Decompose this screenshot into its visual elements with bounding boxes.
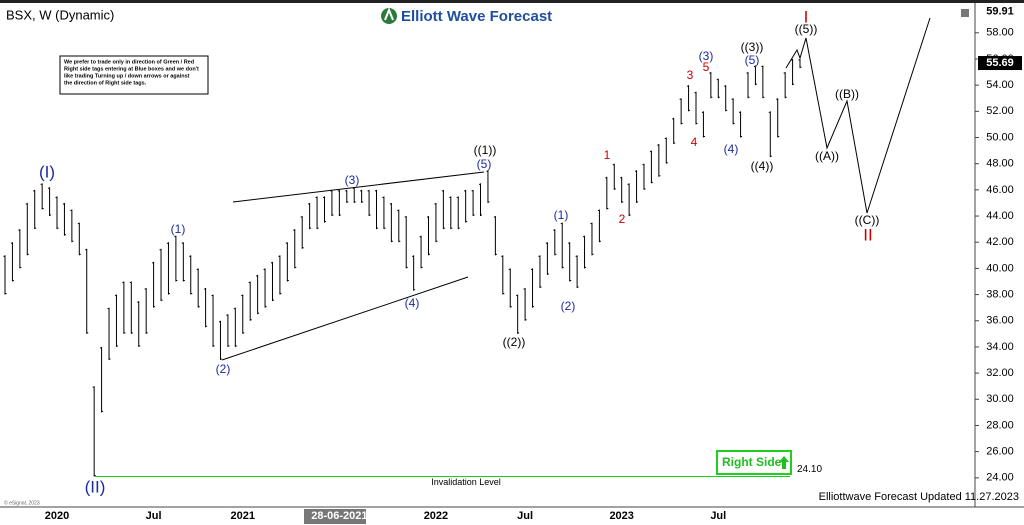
x-tick-label: Jul [517,510,533,522]
crosshair-date-box [304,509,366,524]
wave-label: (1) [171,222,186,236]
note-line: Right side tags entering at Blue boxes a… [64,66,199,72]
right-side-label: Right Side [722,455,782,469]
y-tick-label: 58.00 [986,27,1014,39]
wave-label: (4) [724,142,739,156]
wave-label: ((B)) [835,87,859,101]
y-tick-label: 26.00 [986,446,1014,458]
wave-label: 5 [703,60,710,74]
y-tick-label: 36.00 [986,315,1014,327]
wave-label: ((3)) [741,40,764,54]
right-side-box [716,450,792,475]
x-tick-label: 2021 [231,510,255,522]
y-tick-label: 48.00 [986,158,1014,170]
wave-label: (2) [216,362,231,376]
y-tick-label: 54.00 [986,79,1014,91]
logo-text: Elliott Wave Forecast [401,8,552,25]
y-tick-label: 42.00 [986,236,1014,248]
y-tick-label: 46.00 [986,184,1014,196]
wave-label: (3) [699,49,714,63]
logo-icon-mark [384,7,394,21]
y-tick-label: 24.00 [986,472,1014,484]
wave-label: 1 [604,148,611,162]
wave-label: (4) [405,296,420,310]
y-tick-label: 40.00 [986,262,1014,274]
y-tick-label: 38.00 [986,288,1014,300]
wave-label: ((5)) [795,22,818,36]
x-tick-label: 2023 [609,510,633,522]
y-tick-label: 30.00 [986,393,1014,405]
wave-label: ((4)) [751,159,774,173]
wave-label: (5) [477,157,492,171]
y-tick-label: 52.00 [986,105,1014,117]
up-arrow [779,456,789,469]
last-price-label: 55.69 [986,57,1014,69]
note-line: the direction of Right side tags. [64,80,147,86]
wave-label: 3 [687,68,694,82]
y-tick-label: 34.00 [986,341,1014,353]
wave-label: (3) [345,173,360,187]
trend-line [221,276,469,361]
y-tick-label: 44.00 [986,210,1014,222]
update-note: Elliottwave Forecast Updated 11.27.2023 [819,491,1019,503]
wave-label: I [804,7,809,26]
wave-label: ((1)) [474,143,497,157]
x-tick-label: 2022 [424,510,448,522]
y-tick-label: 32.00 [986,367,1014,379]
x-tick-label: Jul [146,510,162,522]
last-price-box [978,56,1022,71]
chart-title: BSX, W (Dynamic) [6,7,114,22]
y-max-label: 59.91 [986,6,1014,18]
wave-label: ((A)) [815,149,839,163]
invalidation-value: 24.10 [797,464,822,475]
logo: Elliott Wave Forecast [381,7,552,25]
wave-label: (2) [561,299,576,313]
wave-label: 4 [691,135,698,149]
y-max-icon [961,9,969,17]
top-frame [0,0,1024,3]
note-line: We prefer to trade only in direction of … [64,59,194,65]
x-tick-label: 28-06-2021 [311,510,367,522]
source-note: © eSignal, 2023 [4,499,40,506]
wave-label: ((C)) [855,213,880,227]
y-tick-label: 28.00 [986,419,1014,431]
wave-label: (I) [39,162,55,181]
x-tick-label: Jul [710,510,726,522]
invalidation-text: Invalidation Level [431,477,501,487]
note-line: like trading Turning up / down arrows or… [64,73,190,79]
wave-label: 2 [619,212,626,226]
wave-label: ((2)) [503,335,526,349]
trend-line [232,171,485,203]
wave-label: II [863,225,872,244]
y-tick-label: 50.00 [986,131,1014,143]
note-box [59,55,209,95]
wave-label: (II) [85,477,106,496]
wave-label: (5) [745,53,760,67]
x-tick-label: 2020 [45,510,69,522]
projection-path [785,17,931,214]
wave-label: (1) [554,208,569,222]
